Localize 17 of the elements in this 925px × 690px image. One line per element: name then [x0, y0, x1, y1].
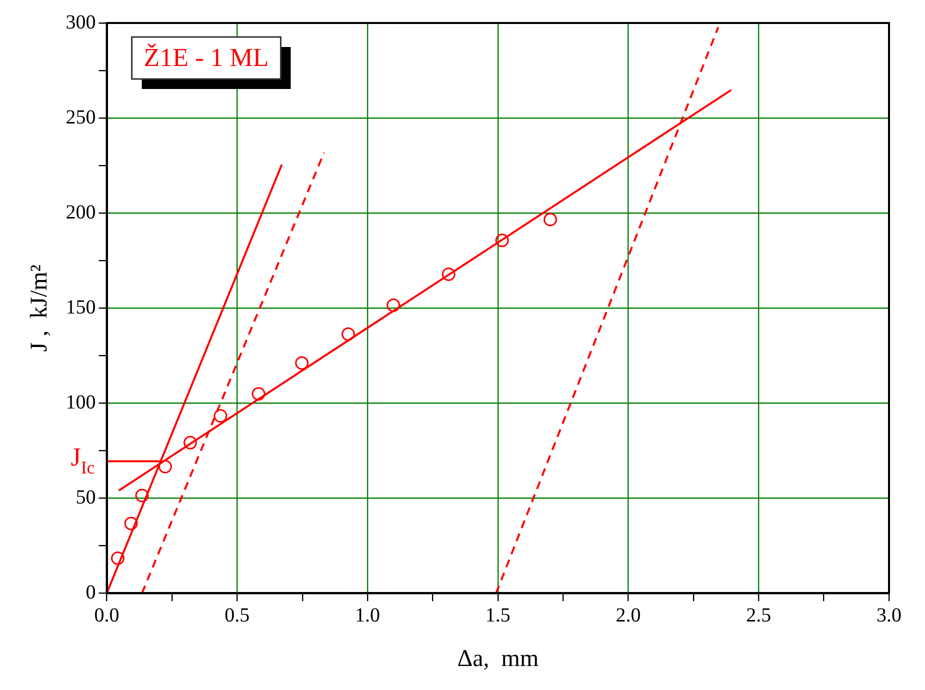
x-tick-label: 0.5: [224, 604, 250, 626]
y-tick-label: 100: [66, 391, 96, 414]
x-tick-label: 2.0: [616, 604, 641, 626]
y-tick-label: 300: [66, 11, 96, 34]
x-tick-label: 1.5: [485, 604, 510, 626]
y-axis-title: J , kJ/m²: [26, 264, 53, 352]
x-tick-label: 1.0: [355, 604, 380, 626]
y-tick-label: 50: [76, 486, 96, 508]
y-tick-label: 0: [86, 581, 96, 604]
y-tick-label: 200: [66, 201, 96, 224]
x-tick-label: 3.0: [876, 604, 902, 626]
annotation: Ž1E - 1 ML: [144, 42, 269, 72]
x-tick-label: 2.5: [746, 604, 772, 626]
y-tick-label: 150: [66, 296, 96, 318]
x-axis-title: Δa, mm: [457, 646, 539, 672]
x-tick-label: 0.0: [94, 604, 120, 626]
y-tick-label: 250: [66, 106, 96, 128]
